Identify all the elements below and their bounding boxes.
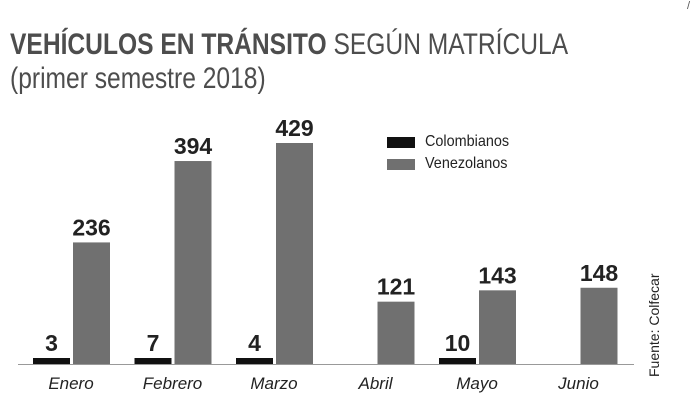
- bar-colombianos-enero: [33, 358, 70, 364]
- x-tick-label-enero: Enero: [48, 374, 93, 393]
- legend-item-venezolanos: Venezolanos: [387, 153, 518, 175]
- chart-title: VEHÍCULOS EN TRÁNSITO SEGÚN MATRÍCULA: [10, 28, 568, 62]
- bar-venezolanos-marzo: [276, 143, 313, 364]
- x-tick-label-marzo: Marzo: [250, 374, 297, 393]
- bar-venezolanos-febrero: [174, 161, 212, 364]
- chart-title-rest: SEGÚN MATRÍCULA: [326, 28, 569, 61]
- data-label-colombianos-mayo: 10: [445, 330, 471, 356]
- data-label-venezolanos-febrero: 394: [174, 133, 213, 159]
- chart-subtitle: (primer semestre 2018): [10, 62, 266, 95]
- bar-venezolanos-junio: [580, 287, 618, 364]
- data-label-venezolanos-enero: 236: [72, 214, 110, 240]
- x-tick-label-junio: Junio: [557, 374, 599, 393]
- bar-colombianos-marzo: [236, 358, 273, 364]
- data-label-venezolanos-abril: 121: [377, 274, 416, 300]
- legend-item-colombianos: Colombianos: [387, 131, 518, 153]
- legend-label-colombianos: Colombianos: [425, 133, 510, 150]
- data-label-venezolanos-marzo: 429: [275, 115, 313, 141]
- data-label-colombianos-enero: 3: [45, 330, 58, 356]
- data-label-colombianos-febrero: 7: [147, 330, 160, 356]
- x-tick-label-abril: Abril: [357, 374, 393, 393]
- data-label-venezolanos-junio: 148: [580, 260, 619, 286]
- bar-venezolanos-abril: [377, 301, 415, 364]
- corner-mark: /: [686, 0, 690, 12]
- source-note: Fuente: Colfecar: [646, 273, 662, 378]
- x-tick-label-mayo: Mayo: [456, 374, 498, 393]
- bar-colombianos-mayo: [439, 358, 476, 364]
- data-label-venezolanos-mayo: 143: [478, 262, 516, 288]
- legend-swatch-venezolanos: [387, 158, 415, 170]
- x-tick-label-febrero: Febrero: [143, 374, 203, 393]
- legend-label-venezolanos: Venezolanos: [425, 155, 508, 172]
- data-label-colombianos-marzo: 4: [248, 330, 261, 356]
- bar-colombianos-febrero: [134, 358, 172, 364]
- legend-swatch-colombianos: [387, 136, 415, 148]
- chart-title-bold: VEHÍCULOS EN TRÁNSITO: [10, 28, 327, 61]
- bar-venezolanos-enero: [73, 242, 110, 364]
- legend: Colombianos Venezolanos: [387, 131, 518, 175]
- bar-venezolanos-mayo: [479, 290, 516, 364]
